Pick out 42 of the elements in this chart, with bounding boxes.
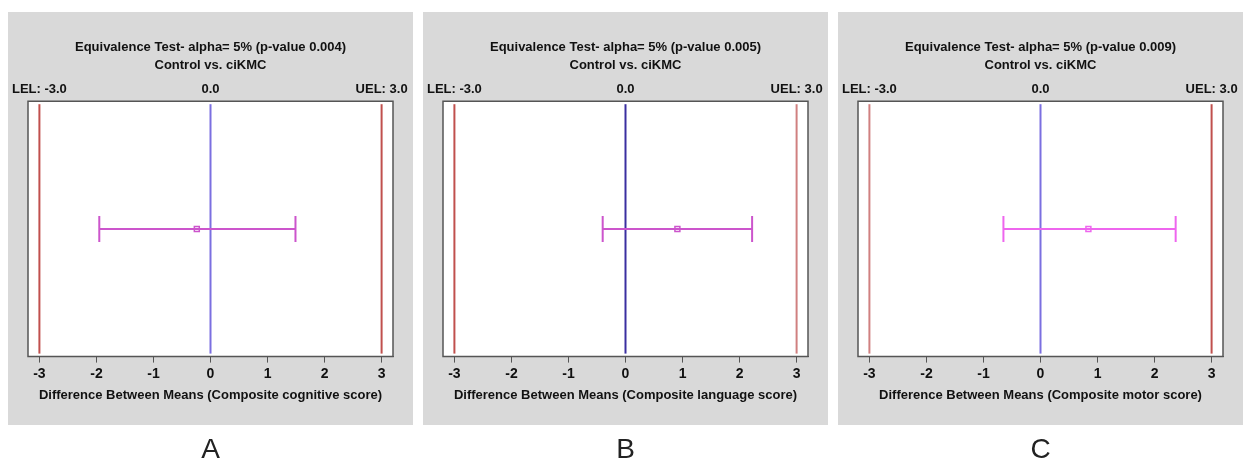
x-tick-label: -2: [90, 364, 103, 381]
x-tick-label: 1: [678, 364, 687, 381]
x-tick-label: -3: [863, 364, 876, 381]
x-tick-label: 1: [263, 364, 272, 381]
x-tick-label: -2: [920, 364, 933, 381]
x-axis-title: Difference Between Means (Composite language score): [453, 386, 798, 402]
x-tick-label: 2: [735, 364, 744, 381]
ref-line-label: UEL: 3.0: [1185, 81, 1238, 97]
chart-title: Equivalence Test- alpha= 5% (p-value 0.009): [904, 39, 1177, 55]
x-tick-label: 3: [1207, 364, 1216, 381]
chart-title: Equivalence Test- alpha= 5% (p-value 0.004): [74, 39, 347, 55]
text: A: [200, 433, 221, 465]
x-tick-label: 0: [1036, 364, 1045, 381]
x-tick-label: 0: [621, 364, 630, 381]
x-tick-label: 2: [1150, 364, 1159, 381]
x-tick-label: 1: [1093, 364, 1102, 381]
ref-line-label: 0.0: [201, 81, 220, 97]
chart-subtitle: Control vs. ciKMC: [984, 56, 1098, 72]
x-tick-label: -2: [505, 364, 518, 381]
ref-line-label: LEL: -3.0: [841, 81, 897, 97]
ref-line-label: UEL: 3.0: [355, 81, 408, 97]
chart-title: Equivalence Test- alpha= 5% (p-value 0.005): [489, 39, 762, 55]
ref-line-label: LEL: -3.0: [426, 81, 482, 97]
x-axis-title: Difference Between Means (Composite cognitive score): [38, 386, 383, 402]
x-tick-label: -3: [33, 364, 46, 381]
x-tick-label: 0: [206, 364, 215, 381]
ref-line-label: 0.0: [616, 81, 635, 97]
text: B: [615, 433, 636, 465]
x-tick-label: 3: [377, 364, 386, 381]
ref-line-label: LEL: -3.0: [11, 81, 67, 97]
ref-line-label: UEL: 3.0: [770, 81, 823, 97]
ref-line-label: 0.0: [1031, 81, 1050, 97]
x-tick-label: 2: [320, 364, 329, 381]
x-tick-label: -1: [147, 364, 160, 381]
chart-subtitle: Control vs. ciKMC: [569, 56, 683, 72]
chart-subtitle: Control vs. ciKMC: [154, 56, 268, 72]
x-axis-title: Difference Between Means (Composite motor score): [879, 386, 1202, 402]
x-tick-label: -3: [448, 364, 461, 381]
text: C: [1029, 433, 1052, 465]
x-tick-label: -1: [977, 364, 990, 381]
x-tick-label: 3: [792, 364, 801, 381]
x-tick-label: -1: [562, 364, 575, 381]
